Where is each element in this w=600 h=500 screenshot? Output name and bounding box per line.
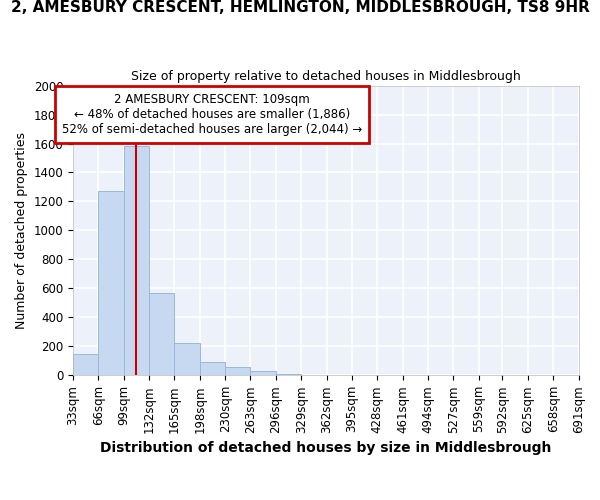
Bar bbox=[175, 344, 200, 376]
Title: Size of property relative to detached houses in Middlesbrough: Size of property relative to detached ho… bbox=[131, 70, 521, 83]
Bar bbox=[124, 146, 149, 376]
Bar bbox=[225, 368, 250, 376]
Bar bbox=[250, 371, 276, 376]
Bar bbox=[149, 292, 175, 376]
Text: 2, AMESBURY CRESCENT, HEMLINGTON, MIDDLESBROUGH, TS8 9HR: 2, AMESBURY CRESCENT, HEMLINGTON, MIDDLE… bbox=[11, 0, 589, 15]
Bar bbox=[200, 362, 225, 376]
Bar bbox=[301, 374, 326, 376]
Y-axis label: Number of detached properties: Number of detached properties bbox=[15, 132, 28, 329]
Bar bbox=[98, 192, 124, 376]
X-axis label: Distribution of detached houses by size in Middlesbrough: Distribution of detached houses by size … bbox=[100, 441, 551, 455]
Text: 2 AMESBURY CRESCENT: 109sqm
← 48% of detached houses are smaller (1,886)
52% of : 2 AMESBURY CRESCENT: 109sqm ← 48% of det… bbox=[62, 93, 362, 136]
Bar bbox=[276, 374, 301, 376]
Bar bbox=[73, 354, 98, 376]
